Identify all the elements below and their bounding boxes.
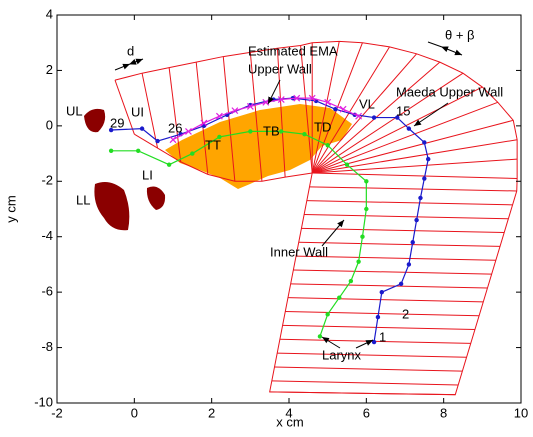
x-tick-label: 4 xyxy=(285,405,292,420)
y-tick-label: 2 xyxy=(46,62,53,77)
annotation: UI xyxy=(131,104,144,119)
annotation: Inner Wall xyxy=(270,244,328,259)
point xyxy=(318,334,322,338)
annotation: Estimated EMA xyxy=(248,43,338,58)
annotation: d xyxy=(127,43,134,58)
point xyxy=(364,207,368,211)
annotation: Maeda Upper Wall xyxy=(396,84,503,99)
point xyxy=(136,149,140,153)
point xyxy=(407,126,411,130)
annotation: TD xyxy=(314,119,331,134)
point xyxy=(422,176,426,180)
annotation: LI xyxy=(142,167,153,182)
point xyxy=(414,218,418,222)
point xyxy=(248,129,252,133)
annotation: θ + β xyxy=(445,27,475,42)
point xyxy=(418,196,422,200)
y-tick-label: -8 xyxy=(41,339,53,354)
point xyxy=(372,115,376,119)
point xyxy=(302,132,306,136)
page: x cm y cm d θ + β Estimated EMA Upper Wa… xyxy=(0,0,533,437)
y-axis-label: y cm xyxy=(3,195,18,222)
point xyxy=(337,295,341,299)
point xyxy=(422,140,426,144)
point xyxy=(155,139,159,143)
annotation: TT xyxy=(205,137,221,152)
point xyxy=(325,312,329,316)
point xyxy=(407,262,411,266)
annotation: VL xyxy=(359,96,375,111)
y-tick-label: 0 xyxy=(46,117,53,132)
point xyxy=(349,279,353,283)
y-tick-label: -10 xyxy=(34,394,53,409)
point xyxy=(325,143,329,147)
annotation: TB xyxy=(263,123,280,138)
annotation: 29 xyxy=(110,115,124,130)
annotation: 15 xyxy=(396,103,410,118)
point xyxy=(426,157,430,161)
point xyxy=(140,126,144,130)
point xyxy=(356,259,360,263)
y-tick-label: -2 xyxy=(41,173,53,188)
y-tick-label: -4 xyxy=(41,228,53,243)
point xyxy=(333,107,337,111)
annotation: UL xyxy=(66,103,83,118)
annotation: Upper Wall xyxy=(248,61,312,76)
x-tick-label: 6 xyxy=(363,405,370,420)
point xyxy=(399,282,403,286)
annotation: Larynx xyxy=(322,347,362,362)
point xyxy=(376,315,380,319)
point xyxy=(411,240,415,244)
point xyxy=(360,235,364,239)
x-tick-label: 2 xyxy=(208,405,215,420)
x-tick-label: 0 xyxy=(131,405,138,420)
annotation: LL xyxy=(76,192,90,207)
point xyxy=(345,162,349,166)
point xyxy=(364,179,368,183)
annotation: 1 xyxy=(379,329,386,344)
chart: x cm y cm d θ + β Estimated EMA Upper Wa… xyxy=(0,0,533,432)
point xyxy=(109,149,113,153)
y-tick-label: 4 xyxy=(46,6,53,21)
y-tick-label: -6 xyxy=(41,284,53,299)
annotation: 26 xyxy=(168,120,182,135)
x-tick-label: 10 xyxy=(514,405,528,420)
x-tick-label: 8 xyxy=(440,405,447,420)
point xyxy=(190,151,194,155)
annotation: 2 xyxy=(402,306,409,321)
point xyxy=(279,129,283,133)
point xyxy=(167,162,171,166)
point xyxy=(380,290,384,294)
